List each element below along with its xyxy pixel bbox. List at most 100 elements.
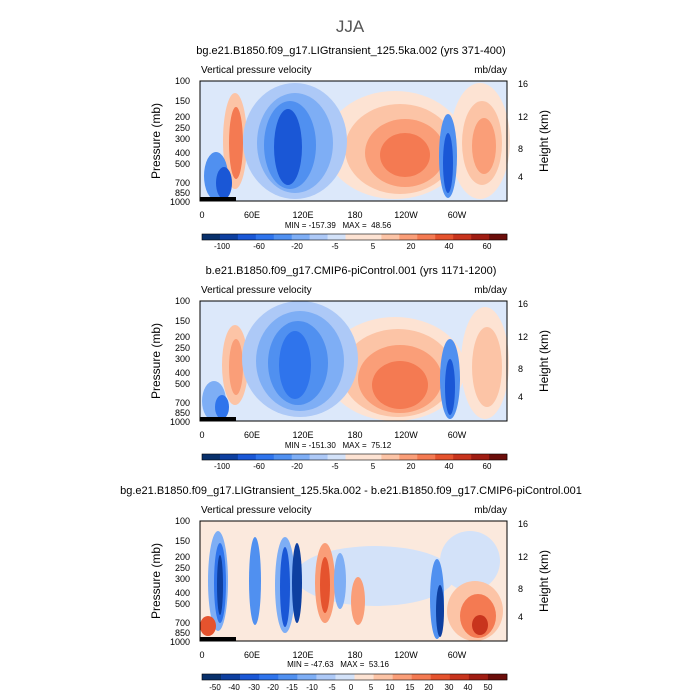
colorbar-cell: [345, 234, 364, 240]
colorbar-cell: [291, 454, 310, 460]
panel-3-title: bg.e21.B1850.f09_g17.LIGtransient_125.5k…: [120, 485, 582, 497]
y-tick-label: 250: [175, 123, 190, 133]
panel-2-yticks-right: 16 12 8 4: [518, 299, 528, 402]
contour-blob: [217, 555, 223, 615]
y-tick-label-right: 8: [518, 364, 523, 374]
x-tick-label: 120W: [394, 650, 418, 660]
colorbar-label: 0: [349, 683, 354, 692]
colorbar-label: -15: [286, 683, 298, 692]
y-tick-label: 850: [175, 408, 190, 418]
season-title: JJA: [336, 17, 365, 36]
panel-2-topography: [200, 417, 236, 421]
colorbar-cell: [489, 234, 508, 240]
panel-2-yticks: 100 150 200 250 300 400 500 700 850 1000: [170, 296, 190, 427]
colorbar-label: -20: [291, 242, 303, 251]
y-tick-label: 850: [175, 188, 190, 198]
y-tick-label-right: 8: [518, 584, 523, 594]
colorbar-label: 15: [406, 683, 415, 692]
contour-blob: [380, 133, 430, 177]
colorbar-label: -60: [253, 242, 265, 251]
panel-2-colorbar: -100 -60 -20 -5 5 20 40 60: [201, 453, 508, 471]
colorbar-label: 40: [445, 462, 454, 471]
y-tick-label: 700: [175, 618, 190, 628]
y-tick-label-right: 12: [518, 552, 528, 562]
colorbar-frame: [201, 673, 508, 681]
contour-blob: [200, 616, 216, 636]
contour-blob: [229, 107, 243, 179]
contour-blob: [274, 109, 302, 185]
colorbar-label: 50: [484, 683, 493, 692]
y-tick-label-right: 16: [518, 519, 528, 529]
y-tick-label-right: 16: [518, 299, 528, 309]
y-tick-label: 850: [175, 628, 190, 638]
colorbar-frame: [201, 453, 508, 461]
colorbar-cell: [259, 674, 279, 680]
colorbar-cell: [327, 234, 346, 240]
y-tick-label: 250: [175, 343, 190, 353]
colorbar-cell: [489, 454, 508, 460]
colorbar-cell: [399, 234, 418, 240]
panel-1-colorbar: -100 -60 -20 -5 5 20 40 60: [201, 233, 508, 251]
panel-3-topography: [200, 637, 236, 641]
x-tick-label: 120W: [394, 210, 418, 220]
x-tick-label: 180: [347, 430, 362, 440]
colorbar-label: -5: [328, 683, 336, 692]
colorbar-cell: [278, 674, 298, 680]
y-tick-label-right: 12: [518, 112, 528, 122]
y-tick-label-right: 12: [518, 332, 528, 342]
y-tick-label: 150: [175, 96, 190, 106]
colorbar-label: -30: [248, 683, 260, 692]
colorbar-label: 60: [483, 462, 492, 471]
y-tick-label: 300: [175, 134, 190, 144]
y-tick-label: 400: [175, 588, 190, 598]
contour-blob: [215, 395, 229, 419]
panel-1: bg.e21.B1850.f09_g17.LIGtransient_125.5k…: [149, 45, 551, 251]
panel-2-stats: MIN = -151.30 MAX = 75.12: [285, 441, 392, 450]
colorbar-cell: [487, 674, 508, 680]
contour-blob: [320, 557, 330, 613]
y-tick-label-right: 4: [518, 392, 523, 402]
y-tick-label-right: 4: [518, 612, 523, 622]
colorbar-cell: [202, 234, 221, 240]
contour-blob: [445, 359, 455, 415]
panel-3: bg.e21.B1850.f09_g17.LIGtransient_125.5k…: [120, 485, 582, 692]
contour-blob: [249, 537, 261, 625]
y-tick-label: 400: [175, 368, 190, 378]
panel-2-ylabel: Pressure (mb): [149, 323, 163, 399]
colorbar-cell: [202, 674, 222, 680]
y-tick-label: 700: [175, 398, 190, 408]
y-tick-label: 1000: [170, 637, 190, 647]
panel-1-ylabel-right: Height (km): [537, 110, 551, 172]
colorbar-cell: [237, 454, 257, 460]
panel-1-plot: [199, 80, 510, 202]
x-tick-label: 180: [347, 210, 362, 220]
x-tick-label: 60W: [448, 650, 467, 660]
y-tick-label: 1000: [170, 197, 190, 207]
colorbar-cell: [354, 674, 374, 680]
contour-blob: [472, 615, 488, 635]
colorbar-cell: [221, 674, 241, 680]
colorbar-cell: [399, 454, 418, 460]
colorbar-cell: [381, 454, 400, 460]
contour-blob: [279, 331, 311, 399]
colorbar-cell: [273, 234, 292, 240]
y-tick-label: 400: [175, 148, 190, 158]
colorbar-cell: [255, 454, 275, 460]
panel-2-title: b.e21.B1850.f09_g17.CMIP6-piControl.001 …: [206, 265, 497, 277]
colorbar-label: -40: [228, 683, 240, 692]
x-tick-label: 0: [199, 430, 204, 440]
colorbar-label: 30: [445, 683, 454, 692]
contour-blob: [292, 543, 302, 623]
colorbar-cell: [219, 234, 239, 240]
panel-1-right-label: mb/day: [474, 65, 507, 76]
panel-1-plot-frame: [199, 80, 508, 202]
colorbar-cell: [309, 454, 328, 460]
colorbar-label: -5: [331, 462, 339, 471]
x-tick-label: 0: [199, 210, 204, 220]
colorbar-cell: [237, 234, 257, 240]
colorbar-cell: [316, 674, 336, 680]
y-tick-label: 500: [175, 159, 190, 169]
colorbar-cell: [240, 674, 260, 680]
panel-1-title: bg.e21.B1850.f09_g17.LIGtransient_125.5k…: [196, 45, 505, 57]
panel-3-colorbar: -50 -40 -30 -20 -15 -10 -5 0 5 10 15 20 …: [201, 673, 508, 692]
